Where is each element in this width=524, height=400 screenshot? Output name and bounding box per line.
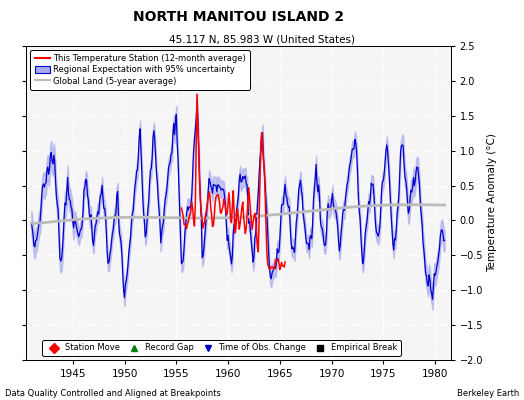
Title: NORTH MANITOU ISLAND 2: NORTH MANITOU ISLAND 2 <box>133 10 344 24</box>
Text: 45.117 N, 85.983 W (United States): 45.117 N, 85.983 W (United States) <box>169 34 355 44</box>
Text: Berkeley Earth: Berkeley Earth <box>456 389 519 398</box>
Legend: Station Move, Record Gap, Time of Obs. Change, Empirical Break: Station Move, Record Gap, Time of Obs. C… <box>42 340 401 356</box>
Text: Data Quality Controlled and Aligned at Breakpoints: Data Quality Controlled and Aligned at B… <box>5 389 221 398</box>
Y-axis label: Temperature Anomaly (°C): Temperature Anomaly (°C) <box>487 134 497 272</box>
